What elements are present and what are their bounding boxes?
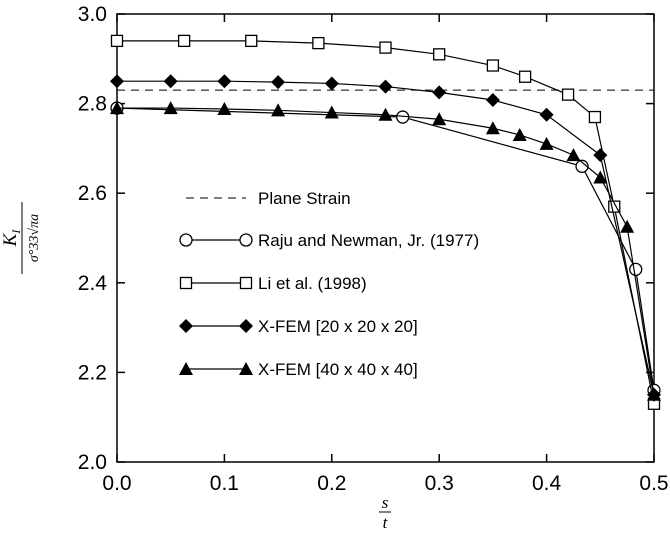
data-point-square <box>608 200 621 213</box>
data-point-diamond <box>378 79 393 94</box>
x-axis-label: s t <box>379 493 391 532</box>
series-2 <box>110 34 661 410</box>
legend-label: Li et al. (1998) <box>258 274 367 293</box>
series-3 <box>110 74 661 402</box>
data-point-diamond <box>239 319 253 333</box>
x-tick-label: 0.1 <box>210 472 239 495</box>
legend-label: X-FEM [20 x 20 x 20] <box>258 317 418 336</box>
data-point-circle <box>179 233 193 247</box>
y-axis-label: KI σ°33√πa <box>0 202 42 274</box>
legend-label: Raju and Newman, Jr. (1977) <box>258 231 479 250</box>
legend: Plane Strain Raju and Newman, Jr. (1977) L… <box>179 189 479 379</box>
data-point-triangle <box>593 170 608 184</box>
y-tick-label: 2.4 <box>78 272 108 295</box>
data-point-triangle <box>217 101 232 115</box>
legend-label: X-FEM [40 x 40 x 40] <box>258 360 418 379</box>
data-point-circle <box>629 262 643 277</box>
data-point-triangle <box>378 107 393 121</box>
y-axis-label-denominator: σ°33√πa <box>27 214 42 262</box>
data-point-circle <box>575 159 589 173</box>
data-point-square <box>245 34 258 48</box>
data-point-diamond <box>179 319 193 333</box>
data-point-diamond <box>110 74 124 89</box>
data-point-triangle <box>179 362 193 375</box>
data-point-triangle <box>110 101 124 115</box>
data-point-triangle <box>566 148 581 162</box>
data-point-triangle <box>239 362 253 375</box>
series-layer <box>110 34 661 410</box>
data-point-square <box>518 70 532 83</box>
data-point-triangle <box>485 121 500 135</box>
data-point-diamond <box>271 75 286 90</box>
data-point-triangle <box>620 219 635 233</box>
data-point-square <box>561 88 575 101</box>
data-point-diamond <box>593 148 608 163</box>
x-axis-label-denominator: t <box>383 513 389 532</box>
y-tick-label: 2.8 <box>78 93 107 116</box>
data-point-diamond <box>539 107 554 122</box>
plot-frame <box>116 13 655 463</box>
x-axis-label-numerator: s <box>382 493 389 512</box>
x-tick-label: 0.3 <box>425 472 454 495</box>
data-point-square <box>588 110 602 124</box>
data-point-square <box>177 34 191 48</box>
data-point-triangle <box>647 387 661 401</box>
data-point-square <box>379 41 392 54</box>
data-point-diamond <box>432 85 447 100</box>
data-point-triangle <box>512 127 527 141</box>
y-tick-label: 2.6 <box>78 182 107 205</box>
data-point-diamond <box>217 74 232 89</box>
data-point-circle <box>239 233 253 247</box>
series-4 <box>110 101 661 401</box>
data-point-triangle <box>539 136 554 150</box>
x-tick-label: 0.0 <box>102 472 131 495</box>
data-point-square <box>239 276 253 290</box>
legend-plane-strain-label: Plane Strain <box>258 189 351 208</box>
x-tick-label: 0.2 <box>317 472 346 495</box>
data-point-square <box>110 34 124 48</box>
data-point-triangle <box>271 103 286 117</box>
y-tick-label: 2.2 <box>78 361 107 384</box>
x-tick-label: 0.5 <box>639 472 668 495</box>
data-point-diamond <box>485 93 500 108</box>
data-point-diamond <box>163 74 178 89</box>
x-tick-label: 0.4 <box>532 472 562 495</box>
data-point-square <box>486 59 500 72</box>
data-point-square <box>179 276 193 290</box>
series-line <box>117 107 655 395</box>
y-tick-label: 2.0 <box>78 451 107 474</box>
series-line <box>117 40 655 404</box>
data-point-diamond <box>324 76 339 91</box>
data-point-triangle <box>324 105 339 119</box>
y-tick-label: 3.0 <box>78 3 107 26</box>
data-point-square <box>312 36 325 50</box>
axis-ticks: 0.0 0.1 0.2 0.3 0.4 0.5 2.0 2.2 2.4 2.6 2.8 3.0 <box>78 3 669 495</box>
data-point-square <box>433 48 446 61</box>
data-point-triangle <box>163 101 178 115</box>
y-axis-label-numerator: KI <box>0 229 23 248</box>
data-point-triangle <box>432 112 447 126</box>
